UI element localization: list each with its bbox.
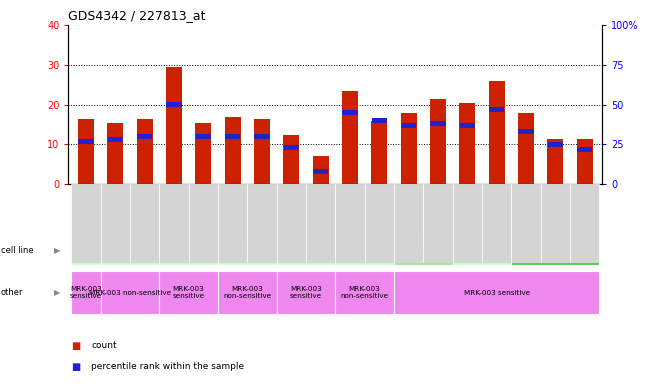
Bar [189, 184, 218, 263]
Bar [342, 91, 358, 184]
Text: Panc374: Panc374 [464, 246, 501, 255]
Bar [570, 184, 599, 263]
Text: ▶: ▶ [54, 246, 61, 255]
Bar [159, 184, 189, 263]
Bar [335, 236, 394, 265]
Bar [195, 122, 212, 184]
Bar [459, 103, 475, 184]
Bar [547, 139, 563, 184]
Bar [159, 236, 218, 265]
Bar [335, 271, 394, 314]
Bar [159, 271, 218, 314]
Bar [137, 134, 152, 139]
Text: MRK-003
sensitive: MRK-003 sensitive [70, 286, 102, 299]
Text: MRK-003
non-sensitive: MRK-003 non-sensitive [223, 286, 271, 299]
Bar [78, 139, 94, 144]
Text: ▶: ▶ [54, 288, 61, 297]
Bar [372, 118, 387, 123]
Text: Panc420: Panc420 [537, 246, 574, 255]
Bar [394, 271, 599, 314]
Bar [218, 271, 277, 314]
Bar [254, 119, 270, 184]
Bar [218, 236, 277, 265]
Bar [101, 236, 159, 265]
Text: Panc198: Panc198 [111, 246, 148, 255]
Bar [313, 169, 328, 174]
Text: ■: ■ [72, 341, 81, 351]
Bar [430, 121, 445, 126]
Bar [101, 184, 130, 263]
Bar [365, 184, 394, 263]
Bar [423, 184, 452, 263]
Bar [312, 156, 329, 184]
Bar [277, 271, 335, 314]
Text: GDS4342 / 227813_at: GDS4342 / 227813_at [68, 9, 206, 22]
Text: Panc219: Panc219 [229, 246, 266, 255]
Text: percentile rank within the sample: percentile rank within the sample [91, 362, 244, 371]
Bar [482, 184, 511, 263]
Bar [130, 184, 159, 263]
Bar [394, 184, 423, 263]
Bar [400, 113, 417, 184]
Text: other: other [1, 288, 23, 297]
Bar [284, 145, 299, 150]
Text: MRK-003 non-sensitive: MRK-003 non-sensitive [89, 290, 171, 296]
Bar [335, 184, 365, 263]
Bar [107, 137, 123, 142]
Text: JH033: JH033 [73, 246, 99, 255]
Bar [371, 121, 387, 184]
Bar [460, 123, 475, 128]
Text: MRK-003
sensitive: MRK-003 sensitive [290, 286, 322, 299]
Bar [577, 147, 592, 152]
Bar [518, 113, 534, 184]
Bar [107, 122, 123, 184]
Bar [306, 184, 335, 263]
Text: Panc215: Panc215 [170, 246, 207, 255]
Bar [218, 184, 247, 263]
Text: Panc291: Panc291 [405, 246, 441, 255]
Bar [342, 110, 357, 115]
Bar [452, 236, 511, 265]
Text: cell line: cell line [1, 246, 33, 255]
Bar [225, 117, 241, 184]
Bar [511, 184, 540, 263]
Bar [137, 119, 153, 184]
Bar [394, 236, 452, 265]
Bar [511, 236, 599, 265]
Text: MRK-003
sensitive: MRK-003 sensitive [173, 286, 204, 299]
Bar [489, 107, 505, 112]
Text: MRK-003
non-sensitive: MRK-003 non-sensitive [340, 286, 389, 299]
Bar [277, 184, 306, 263]
Bar [247, 184, 277, 263]
Bar [401, 123, 416, 128]
Bar [166, 67, 182, 184]
Bar [283, 134, 299, 184]
Text: ■: ■ [72, 362, 81, 372]
Bar [577, 139, 592, 184]
Bar [225, 134, 240, 139]
Bar [101, 271, 159, 314]
Bar [518, 129, 534, 134]
Text: Panc253: Panc253 [288, 246, 324, 255]
Bar [255, 134, 270, 139]
Bar [277, 236, 335, 265]
Bar [452, 184, 482, 263]
Bar [195, 134, 211, 139]
Bar [166, 102, 182, 107]
Bar [78, 119, 94, 184]
Bar [72, 271, 101, 314]
Text: count: count [91, 341, 117, 350]
Text: Panc265: Panc265 [346, 246, 383, 255]
Bar [72, 236, 101, 265]
Bar [488, 81, 505, 184]
Text: MRK-003 sensitive: MRK-003 sensitive [464, 290, 530, 296]
Bar [430, 99, 446, 184]
Bar [72, 184, 101, 263]
Bar [547, 142, 563, 147]
Bar [540, 184, 570, 263]
